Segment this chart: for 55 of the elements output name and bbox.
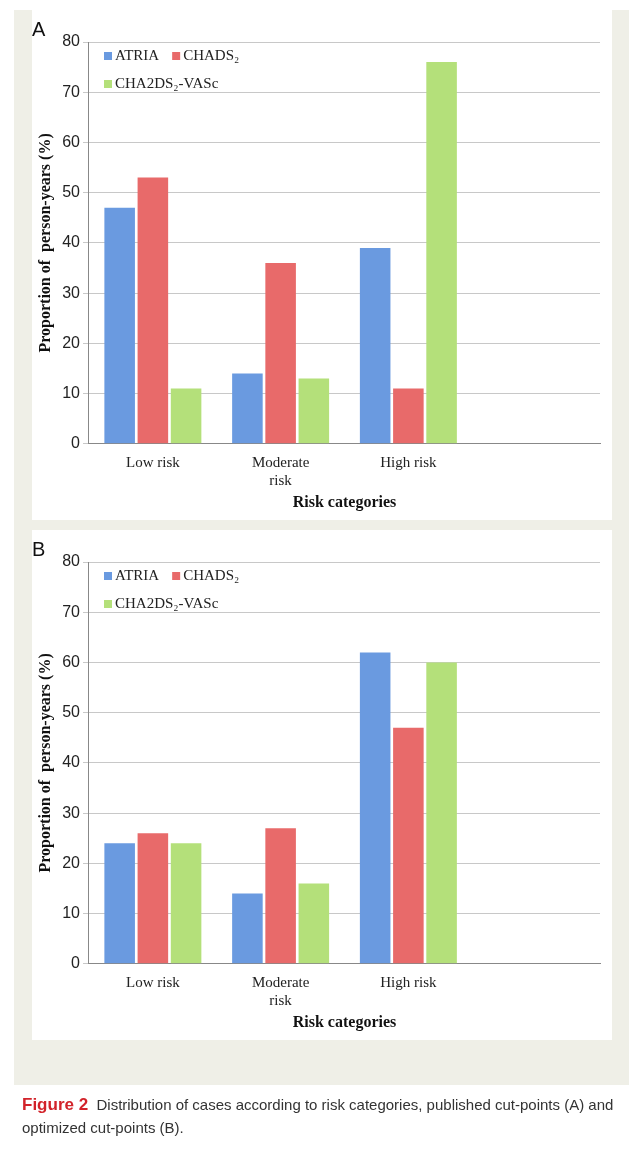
x-tick-label: Low risk bbox=[126, 973, 181, 990]
y-tick-label: 10 bbox=[62, 903, 81, 921]
y-tick-label: 60 bbox=[62, 652, 81, 670]
bar bbox=[265, 262, 296, 444]
bar bbox=[137, 177, 169, 444]
y-tick-label: 40 bbox=[62, 753, 81, 771]
y-tick-label: 0 bbox=[71, 434, 81, 452]
y-tick-label: 40 bbox=[62, 233, 81, 251]
legend-label: CHA2DS₂-VASc bbox=[115, 74, 219, 91]
x-axis-title: Risk categories bbox=[292, 1012, 397, 1031]
x-tick-label: Moderate risk bbox=[251, 453, 310, 488]
bar bbox=[393, 727, 424, 964]
y-tick-label: 20 bbox=[62, 853, 81, 871]
y-axis-title: Proportion of person-years (%) bbox=[35, 653, 54, 873]
legend-label: ATRIA bbox=[115, 566, 160, 583]
chart-title: B bbox=[32, 537, 46, 560]
y-tick-label: 10 bbox=[62, 383, 81, 401]
bar bbox=[232, 893, 263, 964]
chart-title: A bbox=[32, 17, 46, 40]
bar bbox=[232, 373, 263, 444]
x-tick-label: Low risk bbox=[126, 453, 181, 470]
x-tick-label: High risk bbox=[380, 453, 437, 470]
y-tick-label: 70 bbox=[62, 82, 81, 100]
bar bbox=[359, 652, 391, 964]
bar bbox=[104, 843, 135, 964]
bar bbox=[137, 833, 169, 964]
legend-label: CHA2DS₂-VASc bbox=[115, 594, 219, 611]
y-tick-label: 0 bbox=[71, 954, 81, 972]
y-tick-label: 50 bbox=[62, 703, 81, 721]
y-axis-title: Proportion of person-years (%) bbox=[35, 133, 54, 353]
caption: Figure 2 Distribution of cases according to risk categories, published cut-points (A) and optimized cut-points (B). bbox=[22, 1095, 614, 1136]
legend-label: CHADS₂ bbox=[183, 566, 240, 583]
bar bbox=[298, 883, 330, 964]
y-tick-label: 30 bbox=[62, 803, 81, 821]
bar bbox=[393, 388, 424, 444]
bar bbox=[426, 62, 457, 444]
y-tick-label: 80 bbox=[62, 32, 81, 50]
y-tick-label: 60 bbox=[62, 132, 81, 150]
y-tick-label: 20 bbox=[62, 333, 81, 351]
bar bbox=[170, 843, 202, 964]
bar bbox=[265, 828, 296, 964]
y-tick-label: 80 bbox=[62, 552, 81, 570]
x-tick-label: High risk bbox=[380, 973, 437, 990]
legend-label: CHADS₂ bbox=[183, 46, 240, 63]
legend-label: ATRIA bbox=[115, 46, 160, 63]
bar bbox=[426, 662, 457, 964]
bar bbox=[359, 247, 391, 444]
bar bbox=[170, 388, 202, 444]
bar bbox=[104, 207, 135, 444]
bar bbox=[298, 378, 330, 444]
y-tick-label: 30 bbox=[62, 283, 81, 301]
x-tick-label: Moderate risk bbox=[251, 973, 310, 1008]
y-tick-label: 50 bbox=[62, 183, 81, 201]
y-tick-label: 70 bbox=[62, 602, 81, 620]
x-axis-title: Risk categories bbox=[292, 492, 397, 511]
